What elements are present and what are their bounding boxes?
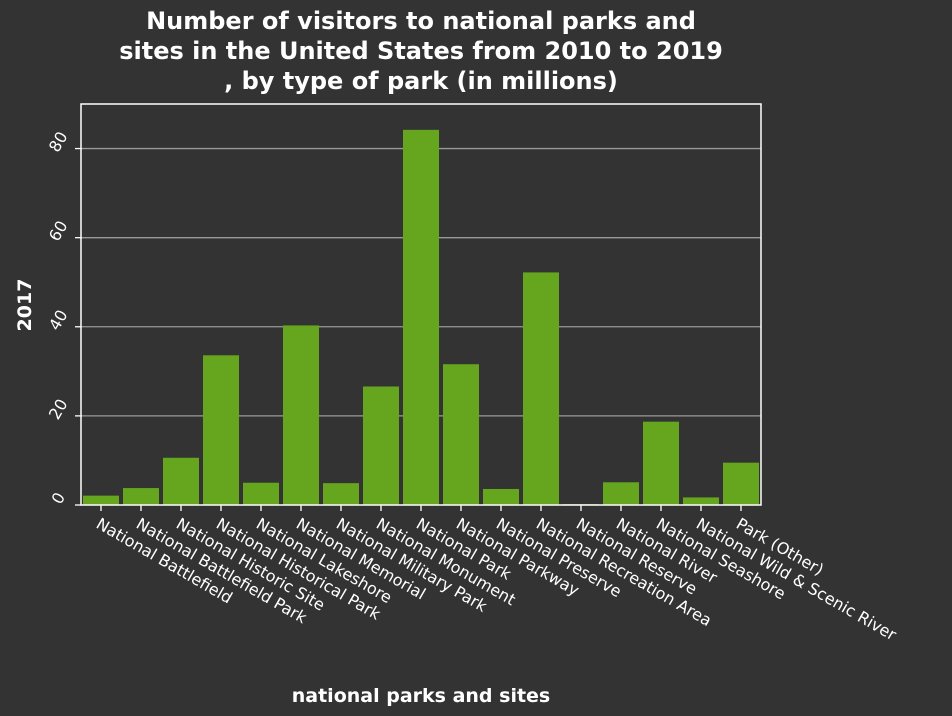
y-tick-label: 0: [47, 489, 69, 507]
bar: [603, 482, 639, 505]
bar: [403, 129, 439, 505]
bar: [283, 325, 319, 505]
bar: [323, 483, 359, 505]
bar: [483, 488, 519, 505]
bar: [163, 457, 199, 505]
bar: [683, 497, 719, 505]
chart-title-line-2: sites in the United States from 2010 to …: [119, 37, 723, 65]
bar: [203, 355, 239, 505]
y-tick-label: 40: [45, 306, 72, 333]
bar: [643, 421, 679, 505]
chart-title-line-3: , by type of park (in millions): [224, 67, 618, 95]
chart-title: Number of visitors to national parks and…: [119, 7, 723, 95]
y-tick-label: 80: [45, 128, 72, 155]
bar: [243, 482, 279, 505]
bar: [83, 495, 119, 505]
bar: [363, 386, 399, 505]
bar: [443, 364, 479, 505]
chart-title-line-1: Number of visitors to national parks and: [146, 7, 696, 35]
y-axis-ticks: 0 20 40 60 80: [45, 128, 81, 507]
bar: [123, 488, 159, 505]
bars: [83, 129, 759, 505]
bar: [523, 272, 559, 505]
x-axis-title: national parks and sites: [292, 685, 551, 707]
y-axis-title: 2017: [14, 279, 36, 332]
y-tick-label: 60: [45, 217, 72, 244]
bar: [723, 462, 759, 505]
y-tick-label: 20: [45, 396, 72, 423]
x-tick-label: National Wild & Scenic River: [693, 514, 900, 644]
